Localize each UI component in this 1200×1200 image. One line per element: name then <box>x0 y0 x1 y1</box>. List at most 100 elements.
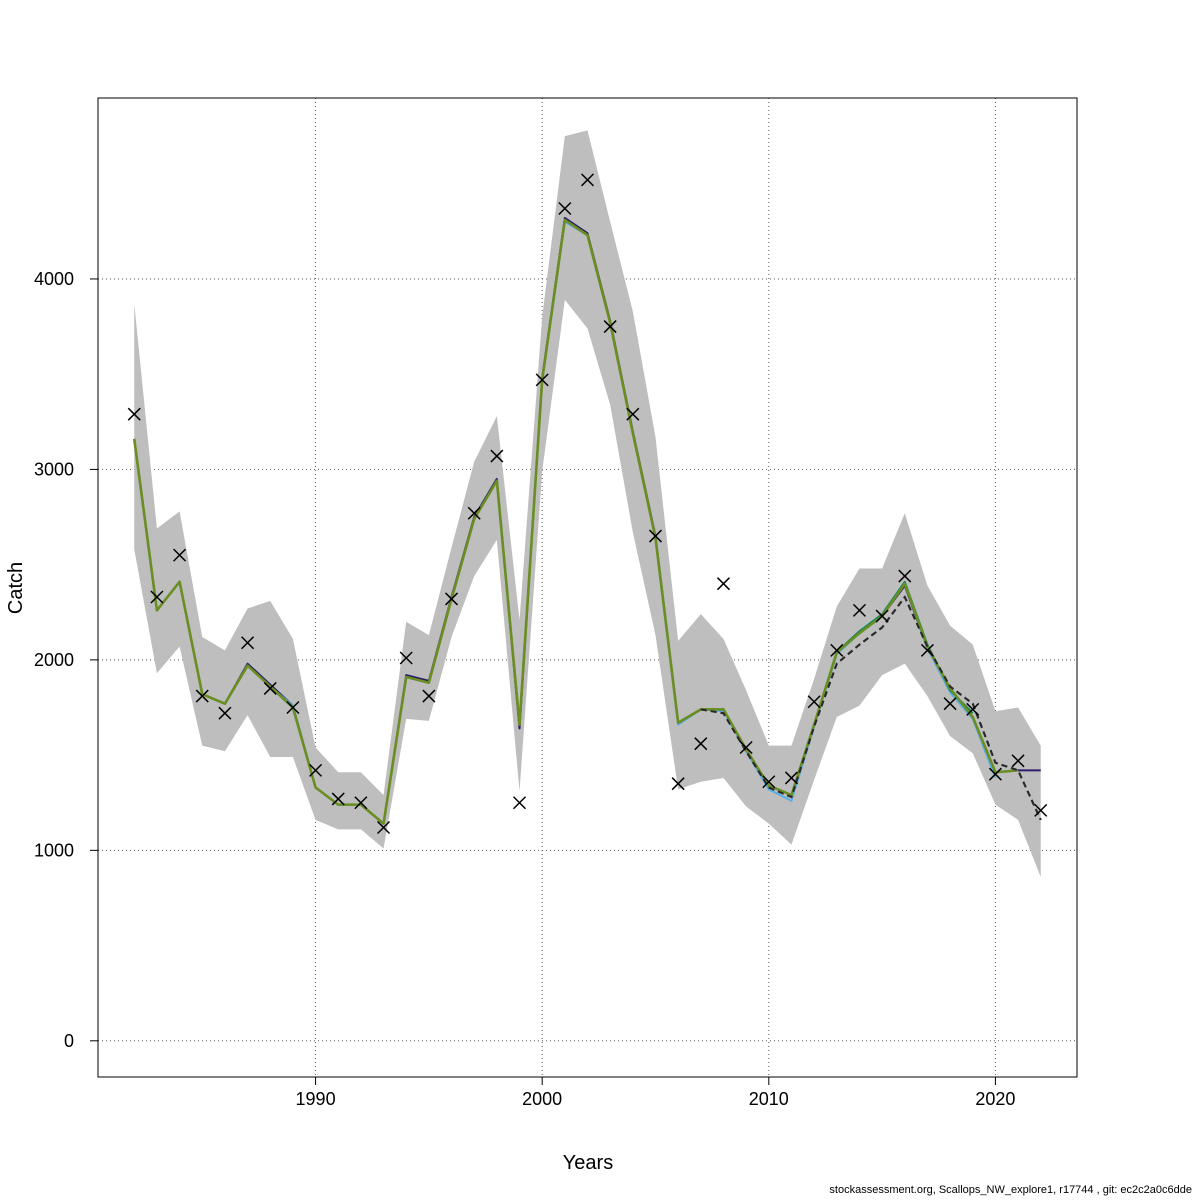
y-tick-label-2000: 2000 <box>34 650 74 670</box>
y-axis-title: Catch <box>5 562 27 614</box>
observed-point-1994 <box>399 651 413 665</box>
observed-point-2015 <box>875 609 889 623</box>
observed-point-1986 <box>218 706 232 720</box>
observed-point-stroke-b <box>739 740 753 755</box>
observed-point-stroke-b <box>580 173 595 187</box>
observed-point-stroke-b <box>331 792 345 806</box>
observed-point-1992 <box>354 796 368 810</box>
x-tick-label-1990: 1990 <box>296 1089 336 1109</box>
observed-point-stroke-b <box>127 407 141 421</box>
observed-point-stroke-b <box>354 796 368 810</box>
observed-point-2016 <box>898 569 912 583</box>
observed-point-stroke-b <box>762 775 776 789</box>
observed-point-stroke-b <box>195 689 209 703</box>
plot-frame <box>97 97 1078 1078</box>
observed-point-stroke-b <box>467 506 481 520</box>
x-tick-label-2000: 2000 <box>522 1089 562 1109</box>
observed-point-1988 <box>263 681 277 695</box>
observed-point-2013 <box>830 643 844 657</box>
observed-point-1984 <box>173 548 187 562</box>
observed-point-1985 <box>195 689 209 703</box>
observed-point-2019 <box>966 702 980 716</box>
observed-point-stroke-b <box>988 767 1002 781</box>
observed-point-stroke-b <box>535 373 549 387</box>
observed-point-1999 <box>512 796 527 810</box>
observed-point-stroke-b <box>558 201 572 216</box>
observed-point-2007 <box>694 737 708 751</box>
observed-point-1996 <box>444 592 459 606</box>
observed-point-2002 <box>580 173 595 187</box>
observed-point-stroke-b <box>784 771 798 785</box>
observed-point-2021 <box>1011 754 1025 768</box>
observed-point-stroke-b <box>422 689 436 703</box>
observed-point-1990 <box>309 763 323 777</box>
observed-point-stroke-b <box>512 796 527 810</box>
fitted-lines <box>132 216 1042 825</box>
x-tick-label-2020: 2020 <box>975 1089 1015 1109</box>
dashed-overlay-line-top-1 <box>700 595 1042 821</box>
observed-point-2010 <box>762 775 776 789</box>
y-tick-label-1000: 1000 <box>34 840 74 860</box>
observed-point-2005 <box>648 529 663 543</box>
observed-point-stroke-b <box>875 609 889 623</box>
observed-point-1989 <box>286 700 300 715</box>
observed-point-2001 <box>558 201 572 216</box>
observed-points <box>127 173 1048 835</box>
observed-point-stroke-b <box>603 320 617 334</box>
observed-point-stroke-b <box>830 643 844 657</box>
x-tick-label-2010: 2010 <box>749 1089 789 1109</box>
x-axis-title: Years <box>563 1152 613 1174</box>
observed-point-stroke-b <box>444 592 459 606</box>
observed-point-stroke-b <box>694 737 708 751</box>
observed-point-stroke-b <box>943 697 957 711</box>
observed-point-2008 <box>716 577 731 591</box>
observed-point-2020 <box>988 767 1002 781</box>
observed-point-1991 <box>331 792 345 806</box>
footer-credit: stockassessment.org, Scallops_NW_explore… <box>829 1184 1192 1196</box>
observed-point-stroke-b <box>309 763 323 777</box>
observed-point-2009 <box>739 740 753 755</box>
observed-point-stroke-b <box>150 590 164 604</box>
observed-point-1987 <box>241 636 255 650</box>
confidence-band <box>134 130 1041 878</box>
observed-point-stroke-b <box>898 569 912 583</box>
observed-point-1983 <box>150 590 164 604</box>
observed-point-stroke-b <box>241 636 255 650</box>
observed-point-2022 <box>1034 803 1048 817</box>
observed-point-stroke-b <box>648 529 663 543</box>
observed-point-2011 <box>784 771 798 785</box>
observed-point-stroke-b <box>263 681 277 695</box>
observed-point-stroke-b <box>377 820 391 835</box>
observed-point-2012 <box>807 695 821 709</box>
observed-point-1995 <box>422 689 436 703</box>
observed-point-1982 <box>127 407 141 421</box>
observed-point-1993 <box>377 820 391 835</box>
observed-point-stroke-b <box>807 695 821 709</box>
observed-point-stroke-b <box>490 449 504 463</box>
observed-point-stroke-b <box>173 548 187 562</box>
confidence-band-area <box>134 130 1041 878</box>
observed-point-1998 <box>490 449 504 463</box>
y-tick-label-0: 0 <box>64 1031 74 1051</box>
observed-point-stroke-b <box>671 777 685 791</box>
y-tick-label-3000: 3000 <box>34 459 74 479</box>
observed-point-stroke-b <box>716 577 731 591</box>
observed-point-stroke-b <box>626 407 640 421</box>
observed-point-stroke-b <box>1034 803 1048 817</box>
axes: 1990 2000 2010 2020 0 1000 2000 3000 4000 <box>34 269 1015 1109</box>
observed-point-stroke-b <box>399 651 413 665</box>
observed-point-2003 <box>603 320 617 334</box>
observed-point-2014 <box>852 603 866 617</box>
observed-point-1997 <box>467 506 481 520</box>
observed-point-2017 <box>920 643 934 657</box>
y-tick-label-4000: 4000 <box>34 269 74 289</box>
observed-point-stroke-b <box>1011 754 1025 768</box>
observed-point-stroke-b <box>218 706 232 720</box>
observed-point-stroke-b <box>852 603 866 617</box>
observed-point-stroke-b <box>920 643 934 657</box>
observed-point-2000 <box>535 373 549 387</box>
observed-point-stroke-b <box>286 700 300 715</box>
observed-point-2004 <box>626 407 640 421</box>
observed-point-stroke-b <box>966 702 980 716</box>
